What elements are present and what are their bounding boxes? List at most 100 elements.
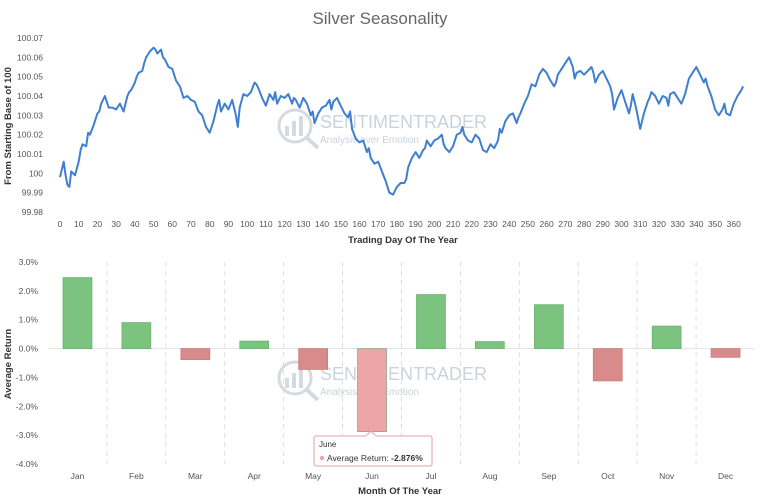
top-x-tick-label: 30 (111, 219, 121, 229)
watermark-brand: SENTIMENTRADER (320, 364, 487, 384)
top-x-tick-label: 60 (168, 219, 178, 229)
top-x-tick-label: 110 (259, 219, 273, 229)
top-y-tick-label: 100.02 (17, 130, 43, 140)
top-x-tick-label: 260 (540, 219, 554, 229)
top-x-axis-title: Trading Day Of The Year (348, 235, 458, 246)
top-x-tick-label: 120 (277, 219, 291, 229)
top-x-tick-label: 170 (371, 219, 385, 229)
silver-seasonality-line (59, 46, 745, 196)
bottom-grid (48, 262, 755, 464)
month-label-mar: Mar (188, 471, 203, 481)
bar-apr[interactable] (239, 340, 270, 350)
top-x-tick-label: 240 (502, 219, 516, 229)
top-x-tick-label: 330 (671, 219, 685, 229)
bar-oct[interactable] (592, 348, 623, 382)
bar-feb[interactable] (121, 322, 152, 350)
month-label-feb: Feb (129, 471, 144, 481)
top-x-tick-label: 140 (315, 219, 329, 229)
bar-jun[interactable] (357, 348, 387, 433)
bottom-y-tick-label: -1.0% (16, 372, 39, 382)
bar-aug[interactable] (474, 341, 505, 349)
top-x-tick-label: 40 (130, 219, 140, 229)
top-y-axis-title: From Starting Base of 100 (3, 67, 14, 185)
top-x-tick-label: 10 (74, 219, 84, 229)
top-x-tick-label: 20 (93, 219, 103, 229)
top-y-tick-label: 100.03 (17, 110, 43, 120)
bar-jul[interactable] (416, 294, 446, 350)
top-x-tick-label: 90 (224, 219, 234, 229)
tooltip-title: June (319, 440, 337, 449)
monthly-bars (62, 277, 741, 433)
top-x-tick-label: 300 (614, 219, 628, 229)
month-label-dec: Dec (718, 471, 734, 481)
month-label-oct: Oct (601, 471, 615, 481)
top-x-tick-label: 190 (409, 219, 423, 229)
top-y-tick-label: 99.98 (22, 207, 44, 217)
bottom-y-tick-label: 3.0% (19, 257, 39, 267)
top-x-tick-label: 310 (633, 219, 647, 229)
bottom-y-tick-label: -2.0% (16, 401, 39, 411)
bottom-y-axis-title: Average Return (3, 329, 14, 400)
bottom-x-axis-title: Month Of The Year (358, 486, 442, 497)
top-y-tick-label: 100 (29, 168, 43, 178)
svg-text:Average Return: -2.876%: Average Return: -2.876% (327, 453, 423, 463)
top-y-tick-label: 100.06 (17, 52, 43, 62)
top-x-tick-label: 50 (149, 219, 159, 229)
top-y-tick-label: 99.99 (22, 188, 44, 198)
top-x-tick-label: 100 (240, 219, 254, 229)
bar-mar[interactable] (180, 348, 211, 361)
top-y-tick-label: 100.01 (17, 149, 43, 159)
bar-dec[interactable] (710, 348, 741, 358)
top-y-tick-label: 100.07 (17, 33, 43, 43)
top-x-tick-label: 150 (334, 219, 348, 229)
top-x-tick-label: 280 (577, 219, 591, 229)
top-x-tick-label: 250 (521, 219, 535, 229)
month-label-jun: Jun (365, 471, 379, 481)
month-label-nov: Nov (659, 471, 675, 481)
bottom-y-axis: -4.0% -3.0% -2.0% -1.0% 0.0% 1.0% 2.0% 3.0% (16, 257, 39, 469)
top-x-axis: 0 10 20 30 40 50 60 70 80 90 100 110 120 130 140 150 160… (58, 219, 741, 229)
bar-sep[interactable] (534, 304, 564, 350)
tooltip: June Average Return: -2.876% (313, 430, 433, 467)
top-x-tick-label: 80 (205, 219, 215, 229)
month-label-sep: Sep (541, 471, 556, 481)
watermark-icon (277, 360, 320, 402)
month-label-jul: Jul (426, 471, 437, 481)
bar-may[interactable] (298, 348, 329, 370)
bottom-x-axis: Jan Feb Mar Apr May Jun Jul Aug Sep Oct Nov Dec (71, 471, 734, 481)
bottom-y-tick-label: -4.0% (16, 459, 39, 469)
tooltip-label: Average Return: (327, 453, 391, 463)
bottom-y-tick-label: -3.0% (16, 430, 39, 440)
bar-jan[interactable] (62, 277, 93, 350)
top-x-tick-label: 130 (296, 219, 310, 229)
month-label-apr: Apr (248, 471, 261, 481)
top-x-tick-label: 340 (689, 219, 703, 229)
bottom-y-tick-label: 0.0% (19, 344, 39, 354)
watermark-brand: SENTIMENTRADER (320, 112, 487, 132)
bottom-y-tick-label: 2.0% (19, 286, 39, 296)
top-x-tick-label: 350 (708, 219, 722, 229)
top-x-tick-label: 200 (427, 219, 441, 229)
month-label-may: May (305, 471, 322, 481)
bar-nov[interactable] (651, 325, 682, 350)
top-x-tick-label: 210 (446, 219, 460, 229)
top-watermark: SENTIMENTRADER Analysis over Emotion (277, 108, 487, 150)
top-x-tick-label: 70 (186, 219, 196, 229)
watermark-icon (277, 108, 320, 150)
top-x-tick-label: 160 (352, 219, 366, 229)
top-x-tick-label: 360 (727, 219, 741, 229)
top-x-tick-label: 220 (465, 219, 479, 229)
month-label-jan: Jan (71, 471, 85, 481)
top-x-tick-label: 230 (483, 219, 497, 229)
top-y-tick-label: 100.05 (17, 72, 43, 82)
chart-title: Silver Seasonality (312, 9, 448, 28)
top-x-tick-label: 320 (652, 219, 666, 229)
watermark-tagline: Analysis over Emotion (320, 135, 419, 146)
month-label-aug: Aug (482, 471, 497, 481)
bottom-y-tick-label: 1.0% (19, 315, 39, 325)
tooltip-series-marker (319, 455, 325, 461)
tooltip-value: -2.876% (391, 453, 423, 463)
top-x-tick-label: 290 (596, 219, 610, 229)
